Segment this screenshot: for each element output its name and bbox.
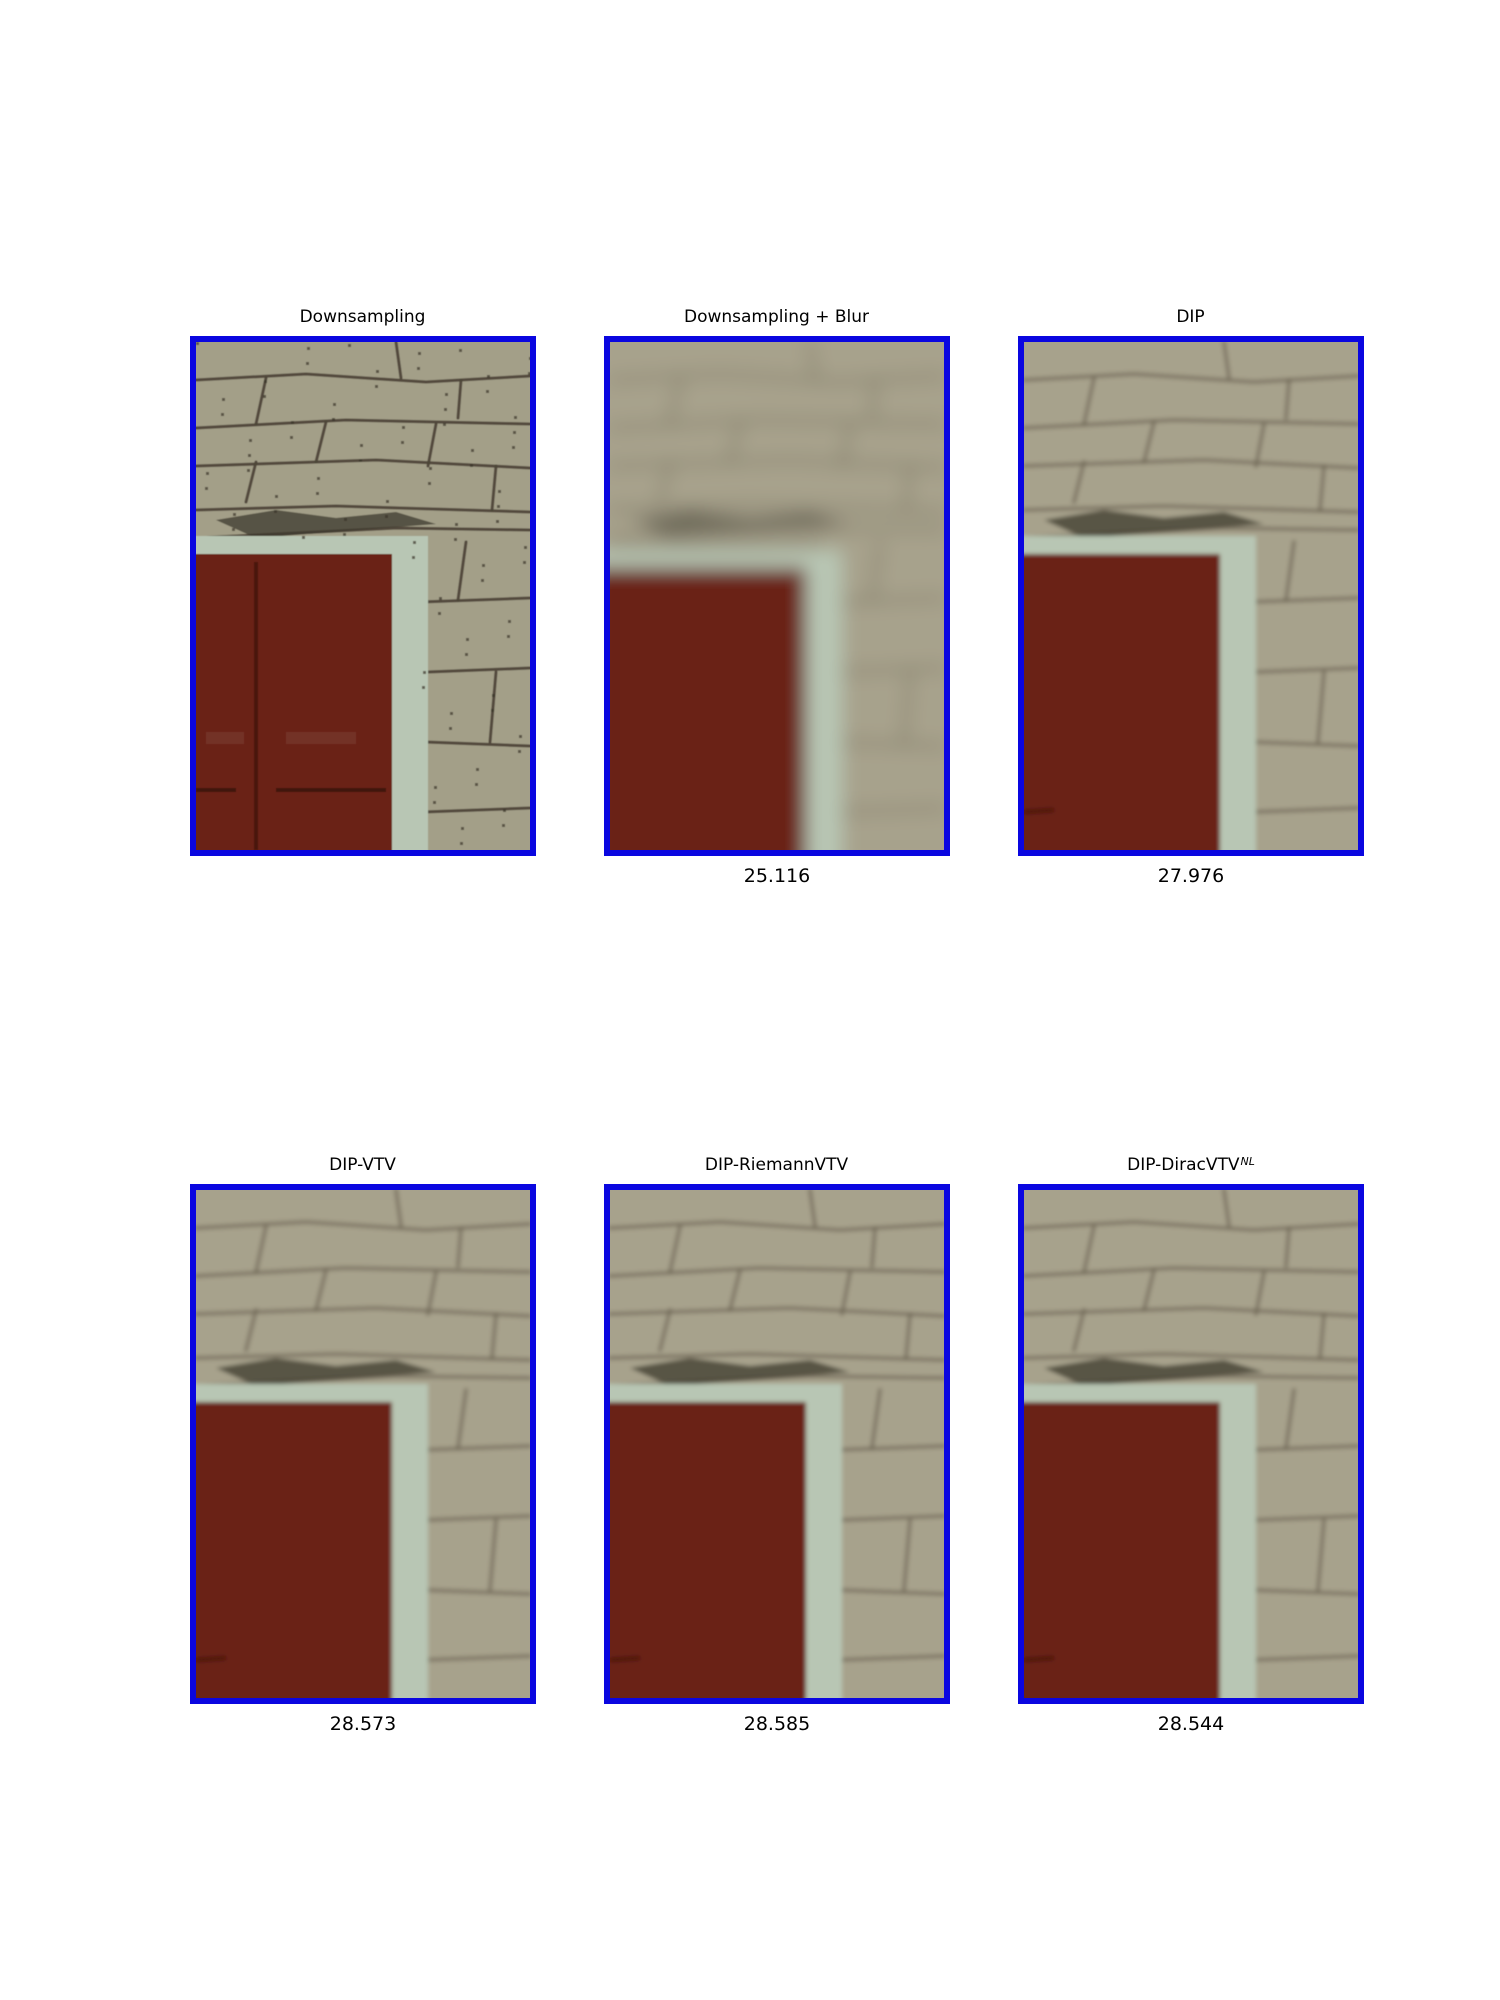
image-downsampling xyxy=(190,336,536,856)
psnr-value: 28.585 xyxy=(743,1713,811,1735)
psnr-value: 28.544 xyxy=(1157,1713,1225,1735)
image-dip-diracvtv-nl xyxy=(1018,1184,1364,1704)
psnr-value: 27.976 xyxy=(1157,865,1225,887)
panel-title: DIP-DiracVTVNL xyxy=(1127,1155,1255,1175)
panel-title: DIP xyxy=(1176,307,1205,327)
psnr-value: 25.116 xyxy=(743,865,811,887)
panel-title: DIP-RiemannVTV xyxy=(704,1155,849,1175)
psnr-value: 28.573 xyxy=(329,1713,397,1735)
image-dip-vtv xyxy=(190,1184,536,1704)
image-dip xyxy=(1018,336,1364,856)
panel-title: DIP-VTV xyxy=(329,1155,396,1175)
image-dip-riemannvtv xyxy=(604,1184,950,1704)
panel-title: Downsampling + Blur xyxy=(683,307,869,327)
panel-title: Downsampling xyxy=(299,307,426,327)
image-downsampling-blur xyxy=(604,336,950,856)
